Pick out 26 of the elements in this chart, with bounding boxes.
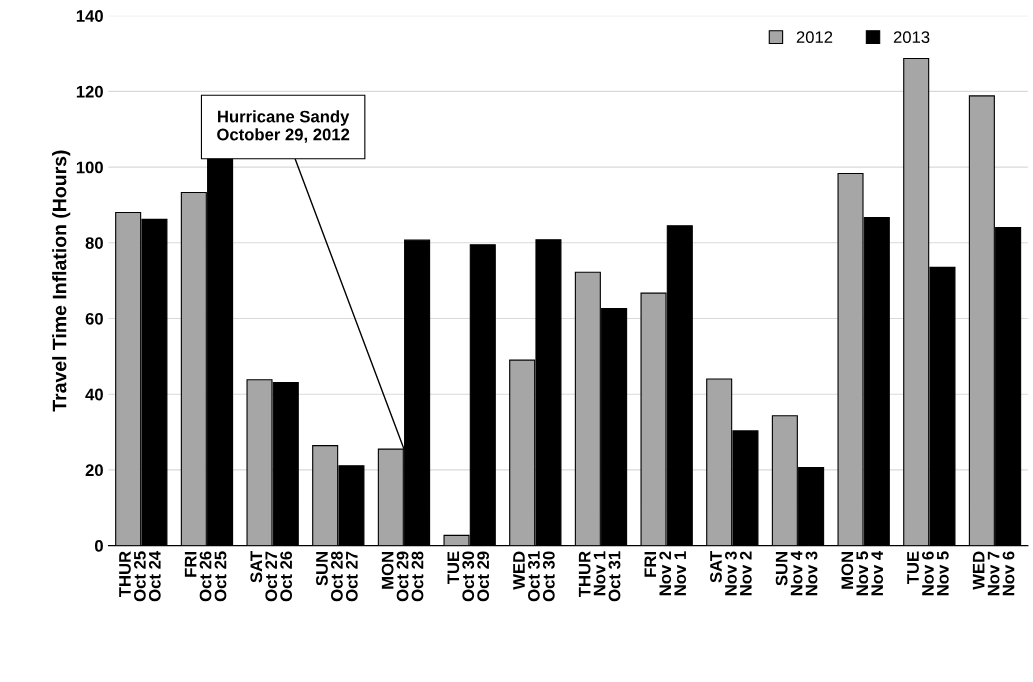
x-tick-label: MON Nov 5 Nov 4: [841, 550, 884, 596]
x-tick-label: WED Oct 31 Oct 30: [513, 551, 555, 602]
x-tick-label: SAT Oct 27 Oct 26: [250, 551, 293, 602]
legend-label: 2012: [796, 31, 833, 44]
y-tick-label: 140: [76, 10, 103, 22]
x-tick-label: TUE Nov 6 Nov 5: [907, 551, 949, 596]
y-tick-label: 20: [85, 464, 103, 477]
x-tick-label: FRI Oct 26 Oct 25: [184, 551, 227, 602]
y-tick-label: 80: [85, 237, 103, 249]
y-axis-title: Travel Time Inflation (Hours): [52, 150, 71, 412]
y-tick-label: 40: [85, 388, 103, 401]
y-tick-label: 60: [85, 312, 103, 325]
x-tick-label: MON Oct 29 Oct 28: [381, 551, 424, 602]
x-tick-label: FRI Nov 2 Nov 1: [644, 551, 687, 596]
x-tick-label: SAT Nov 3 Nov 2: [710, 551, 752, 596]
annotation: Hurricane Sandy October 29, 2012: [217, 110, 350, 143]
x-tick-label: SUN Oct 28 Oct 27: [316, 551, 358, 602]
x-tick-label: SUN Nov 4 Nov 3: [775, 550, 818, 596]
y-tick-label: 120: [76, 85, 103, 98]
y-tick-label: 100: [76, 161, 103, 174]
y-tick-label: 0: [94, 540, 103, 552]
x-tick-label: WED Nov 7 Nov 6: [972, 551, 1015, 596]
x-tick-label: THUR Oct 25 Oct 24: [119, 550, 161, 602]
x-tick-label: TUE Oct 30 Oct 29: [447, 551, 490, 602]
legend-label: 2013: [893, 31, 930, 44]
x-tick-label: THUR Nov 1 Oct 31: [578, 551, 621, 602]
